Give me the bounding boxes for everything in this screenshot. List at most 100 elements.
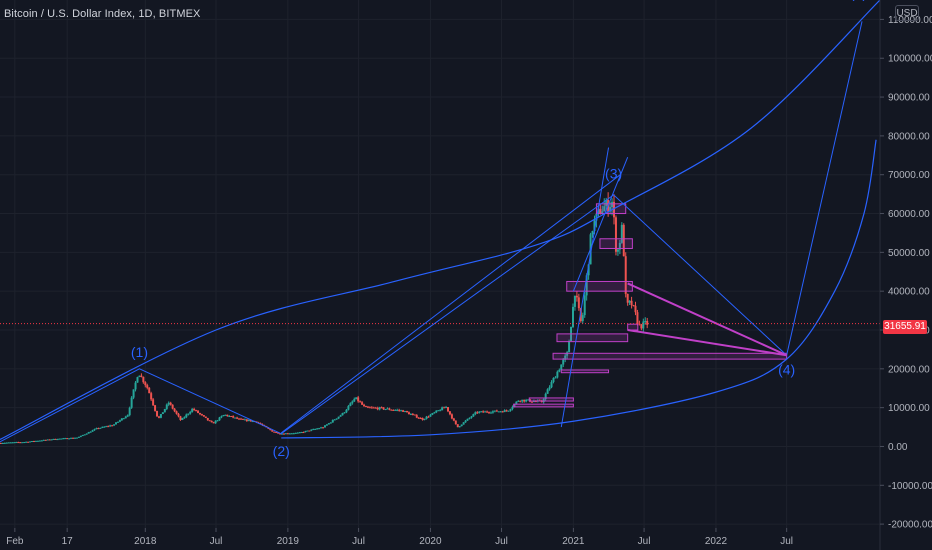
candle-body — [355, 397, 358, 400]
candle-body — [111, 425, 114, 427]
candle-body — [142, 376, 145, 383]
candle-body — [386, 408, 389, 410]
candle-body — [177, 413, 180, 417]
candle-body — [200, 414, 203, 416]
price-tick-label-1: 100000.00 — [888, 54, 932, 65]
range-box-8[interactable] — [513, 403, 574, 408]
price-tick-label-11: 0.00 — [888, 442, 908, 453]
candle-body — [118, 420, 121, 422]
candle-body — [345, 409, 348, 413]
arc-curve-0[interactable] — [0, 0, 881, 441]
range-box-1[interactable] — [599, 238, 633, 249]
candle-body — [228, 415, 231, 417]
range-box-7[interactable] — [528, 397, 574, 402]
candle-body — [282, 433, 285, 435]
candle-body — [339, 415, 342, 417]
candle-body — [579, 308, 582, 322]
candle-body — [27, 441, 30, 443]
candle-body — [85, 433, 88, 435]
candle-body — [544, 393, 547, 400]
candle-body — [152, 399, 155, 406]
price-tick-label-10: 10000.00 — [888, 403, 930, 414]
candle-body — [99, 427, 102, 429]
candle-body — [507, 410, 510, 412]
candle-body — [238, 418, 241, 420]
range-box-5[interactable] — [552, 352, 788, 360]
candle-body — [394, 409, 397, 411]
candle-body — [404, 411, 407, 413]
candle-body — [48, 439, 51, 441]
time-axis[interactable]: Feb 17 2018 Jul 2019 Jul 2020 Jul 2021 Jul 2022 Jul — [6, 528, 793, 547]
candle-body — [427, 416, 430, 418]
candle-body — [509, 409, 512, 411]
triangle-pattern[interactable] — [627, 282, 788, 357]
candle-body — [306, 430, 309, 432]
candle-body — [226, 414, 229, 417]
candle-body — [614, 217, 617, 252]
arc-curve-1[interactable] — [281, 139, 877, 439]
candle-body — [19, 442, 22, 444]
trend-line-1[interactable] — [560, 147, 610, 428]
candle-body — [337, 416, 340, 419]
range-box-4[interactable] — [556, 333, 629, 343]
candle-body — [470, 416, 473, 418]
time-tick-label-1: 17 — [62, 536, 74, 547]
candle-body — [441, 407, 444, 411]
candle-body — [323, 425, 326, 428]
candle-body — [165, 404, 168, 409]
candle-body — [468, 417, 471, 419]
candle-body — [290, 433, 293, 435]
candle-body — [482, 411, 485, 413]
trend-line-2[interactable] — [572, 157, 629, 292]
candle-body — [154, 405, 157, 411]
candle-body — [13, 442, 16, 444]
candle-body — [497, 411, 500, 413]
candle-body — [357, 397, 360, 402]
candle-body — [29, 441, 32, 443]
candle-body — [271, 430, 274, 432]
candle-body — [368, 407, 371, 409]
candle-body — [364, 406, 367, 408]
wave-drawings[interactable] — [0, 0, 881, 443]
candle-body — [640, 324, 643, 329]
candle-body — [38, 440, 41, 442]
candle-body — [239, 418, 242, 420]
time-tick-label-5: Jul — [352, 536, 365, 547]
candle-body — [113, 424, 116, 426]
candle-body — [89, 431, 92, 433]
trend-line-0[interactable] — [280, 174, 621, 434]
price-axis[interactable]: 110000.00100000.0090000.0080000.0070000.… — [880, 15, 932, 531]
candle-body — [75, 437, 78, 439]
candle-body — [21, 442, 24, 444]
time-tick-label-2: 2018 — [134, 536, 157, 547]
candle-body — [193, 408, 196, 411]
candle-body — [218, 417, 221, 421]
candle-body — [148, 387, 151, 394]
candle-body — [181, 418, 184, 420]
elliott-wave-path[interactable] — [0, 21, 863, 443]
range-box-3[interactable] — [627, 323, 639, 331]
range-box-0[interactable] — [595, 203, 627, 215]
candle-body — [460, 424, 463, 427]
candle-body — [353, 399, 356, 402]
candle-body — [230, 415, 233, 417]
candle-body — [599, 208, 602, 214]
candle-body — [556, 371, 559, 378]
candle-body — [382, 407, 385, 410]
candle-body — [452, 418, 455, 421]
currency-button[interactable]: USD — [895, 5, 919, 21]
candle-body — [577, 297, 580, 309]
candle-body — [583, 295, 586, 316]
candle-body — [505, 410, 508, 412]
range-box-6[interactable] — [560, 369, 610, 374]
candle-body — [462, 422, 465, 425]
time-tick-label-4: 2019 — [277, 536, 300, 547]
candle-body — [644, 320, 647, 322]
candle-body — [79, 435, 82, 437]
candle-body — [34, 440, 37, 442]
range-boxes[interactable] — [513, 203, 788, 408]
candle-body — [573, 295, 576, 307]
time-tick-label-8: 2021 — [562, 536, 585, 547]
